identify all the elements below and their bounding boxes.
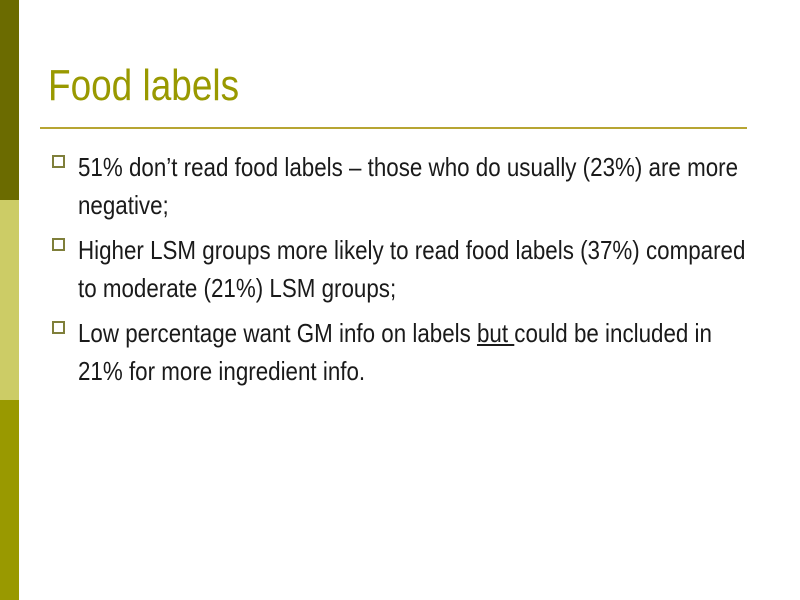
side-accent-bar — [0, 0, 19, 600]
bullet-text-end: could be included in 21% for more ingred… — [78, 318, 712, 386]
bullet-list: 51% don’t read food labels – those who d… — [48, 148, 748, 397]
bullet-text: Low percentage want GM info on labels bu… — [78, 314, 749, 390]
underlined-word: but — [476, 318, 515, 348]
bullet-item: Higher LSM groups more likely to read fo… — [48, 231, 748, 307]
square-bullet-icon — [52, 321, 65, 334]
square-bullet-icon — [52, 155, 65, 168]
bullet-text: Higher LSM groups more likely to read fo… — [78, 235, 746, 303]
title-divider — [40, 127, 747, 129]
bullet-item: 51% don’t read food labels – those who d… — [48, 148, 748, 224]
bullet-item: Low percentage want GM info on labels bu… — [48, 314, 748, 390]
square-bullet-icon — [52, 238, 65, 251]
side-bar-bottom-segment — [0, 400, 19, 600]
bullet-text-start: Low percentage want GM info on labels — [78, 318, 477, 348]
slide-title: Food labels — [48, 61, 240, 110]
side-bar-middle-segment — [0, 200, 19, 400]
side-bar-top-segment — [0, 0, 19, 200]
bullet-text: 51% don’t read food labels – those who d… — [78, 152, 739, 220]
